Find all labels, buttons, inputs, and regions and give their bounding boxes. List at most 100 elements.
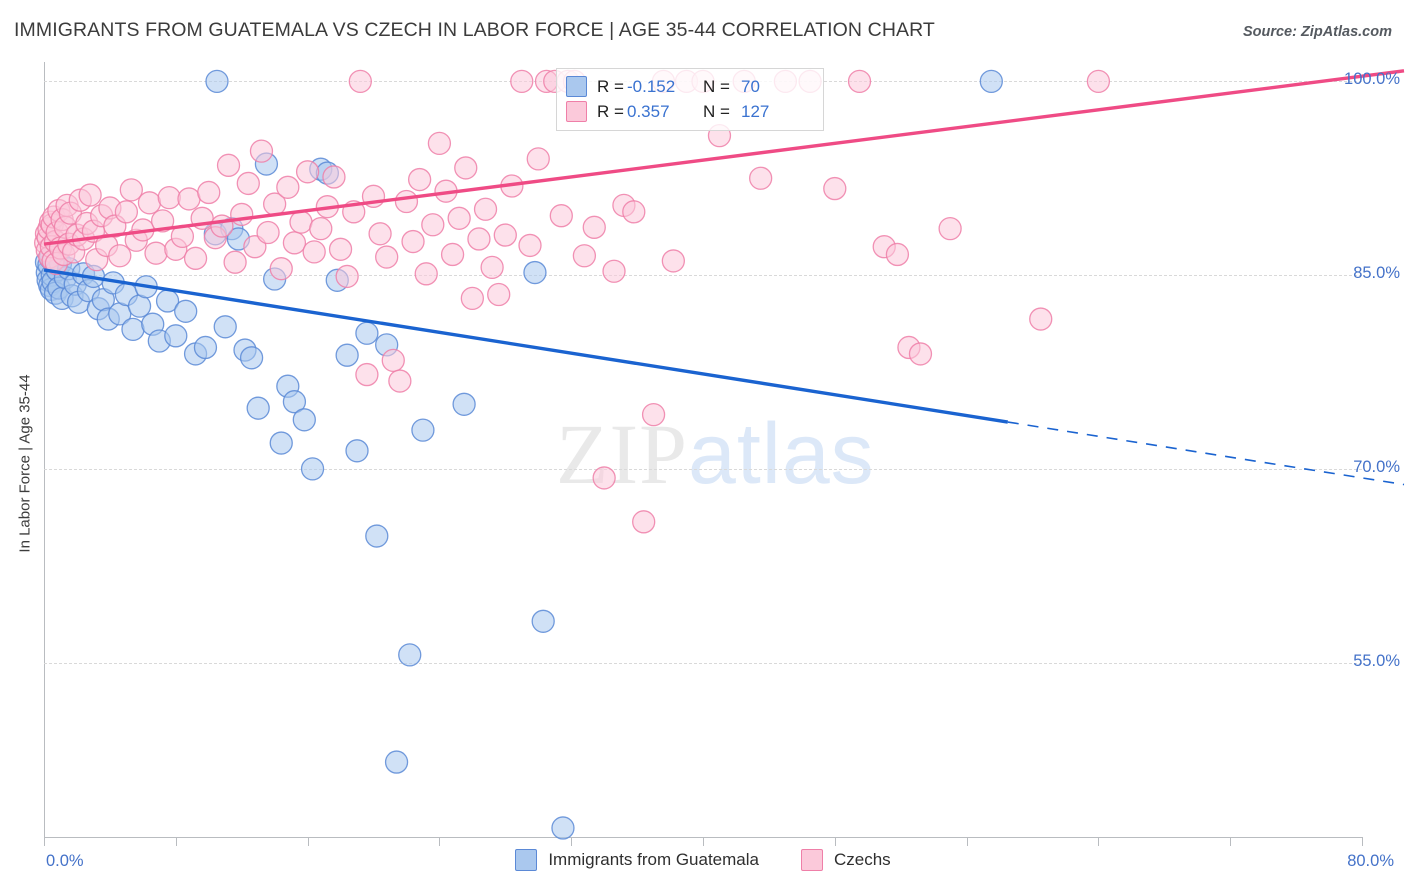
scatter-point-czech xyxy=(467,227,491,251)
scatter-point-czech xyxy=(119,178,143,202)
legend-item-guatemala[interactable]: Immigrants from Guatemala xyxy=(515,849,759,871)
scatter-point-czech xyxy=(427,131,452,156)
scatter-point-czech xyxy=(78,183,102,207)
scatter-point-czech xyxy=(375,245,399,269)
scatter-point-czech xyxy=(641,402,666,427)
scatter-point-czech xyxy=(183,246,208,270)
scatter-point-czech xyxy=(592,466,616,490)
scatter-point-czech xyxy=(348,69,372,94)
scatter-point-czech xyxy=(355,362,379,387)
scatter-point-guatemala xyxy=(398,643,422,667)
scatter-point-czech xyxy=(249,139,274,163)
scatter-point-czech xyxy=(114,200,139,224)
scatter-point-guatemala xyxy=(551,816,575,840)
scatter-point-czech xyxy=(328,237,353,261)
scatter-point-czech xyxy=(602,259,626,283)
x-tick-mark xyxy=(966,837,968,846)
scatter-point-czech xyxy=(421,213,445,237)
stat-row-czech: R = 0.357 N = 127 xyxy=(566,99,814,124)
x-axis-min-label: 0.0% xyxy=(46,852,84,870)
x-tick-mark xyxy=(1362,837,1363,846)
x-tick-mark xyxy=(1098,837,1100,846)
scatter-point-czech xyxy=(388,369,412,393)
scatter-point-czech xyxy=(236,171,260,196)
y-axis-line xyxy=(44,62,45,837)
scatter-point-guatemala xyxy=(523,260,547,285)
x-tick-mark xyxy=(44,837,45,846)
scatter-point-czech xyxy=(302,240,326,264)
scatter-point-guatemala xyxy=(384,750,409,774)
y-tick-label: 85.0% xyxy=(1353,264,1400,283)
scatter-point-czech xyxy=(216,153,241,177)
scatter-point-czech xyxy=(938,216,962,241)
x-tick-mark xyxy=(834,837,836,846)
scatter-point-czech xyxy=(473,197,498,221)
legend-label-guatemala: Immigrants from Guatemala xyxy=(548,850,759,869)
scatter-point-czech xyxy=(1029,307,1053,331)
scatter-point-guatemala xyxy=(193,335,218,360)
scatter-point-czech xyxy=(885,242,910,267)
scatter-point-czech xyxy=(322,165,346,189)
scatter-point-czech xyxy=(447,206,471,230)
scatter-point-czech xyxy=(269,257,293,281)
trendline-guatemala-extrapolated xyxy=(1007,421,1405,486)
scatter-point-czech xyxy=(440,242,465,267)
guatemala-n-value: 70 xyxy=(741,76,760,96)
y-axis-label-text: In Labor Force | Age 35-44 xyxy=(16,374,34,553)
plot-area xyxy=(33,62,1405,846)
scatter-point-czech xyxy=(847,69,872,94)
scatter-point-czech xyxy=(460,286,485,311)
scatter-point-czech xyxy=(823,176,847,201)
scatter-point-guatemala xyxy=(300,457,325,481)
scatter-point-czech xyxy=(276,175,300,199)
scatter-point-czech xyxy=(510,69,534,94)
page-title: IMMIGRANTS FROM GUATEMALA VS CZECH IN LA… xyxy=(14,19,935,41)
scatter-point-guatemala xyxy=(531,609,555,633)
scatter-point-czech xyxy=(572,244,597,268)
trendline-czech-end xyxy=(1361,69,1405,78)
scatter-point-czech xyxy=(223,250,247,274)
gridline-85.0 xyxy=(44,275,1362,277)
scatter-point-czech xyxy=(256,220,280,245)
scatter-point-czech xyxy=(108,244,132,268)
czech-swatch-icon xyxy=(566,101,587,122)
trendline-guatemala xyxy=(43,268,1009,424)
scatter-point-czech xyxy=(150,209,175,233)
scatter-point-guatemala xyxy=(246,396,270,420)
scatter-point-czech xyxy=(401,229,425,254)
x-tick-mark xyxy=(175,837,177,846)
scatter-point-guatemala xyxy=(282,390,307,414)
scatter-point-czech xyxy=(407,167,432,192)
scatter-point-czech xyxy=(480,255,504,280)
x-axis-max-label: 80.0% xyxy=(1347,852,1394,870)
x-tick-mark xyxy=(703,837,704,846)
scatter-point-czech xyxy=(622,200,646,224)
scatter-point-guatemala xyxy=(239,346,264,370)
czech-n-label: N = xyxy=(703,101,730,121)
scatter-point-guatemala xyxy=(205,69,229,94)
guatemala-r-label: R = xyxy=(597,76,624,96)
scatter-point-czech xyxy=(414,262,438,286)
scatter-point-czech xyxy=(632,510,656,534)
scatter-point-guatemala xyxy=(164,324,188,348)
scatter-point-czech xyxy=(526,147,550,171)
stat-row-guatemala: R = -0.152 N = 70 xyxy=(566,74,814,99)
y-tick-label: 100.0% xyxy=(1344,70,1400,89)
legend-item-czechs[interactable]: Czechs xyxy=(801,849,891,871)
scatter-points-layer xyxy=(33,69,1111,840)
scatter-point-czech xyxy=(582,215,606,239)
y-tick-label: 70.0% xyxy=(1353,457,1400,476)
czech-r-label: R = xyxy=(597,101,624,121)
scatter-point-guatemala xyxy=(345,439,369,463)
scatter-point-czech xyxy=(661,249,685,273)
scatter-point-guatemala xyxy=(452,392,476,416)
x-tick-mark xyxy=(571,837,573,846)
trendlines-layer xyxy=(43,69,1405,486)
scatter-point-czech xyxy=(197,180,221,205)
trendline-czech xyxy=(43,74,1363,246)
x-tick-mark xyxy=(439,837,441,846)
guatemala-r-value: -0.152 xyxy=(627,76,676,96)
guatemala-legend-swatch-icon xyxy=(515,849,538,871)
czech-n-value: 127 xyxy=(741,101,770,121)
